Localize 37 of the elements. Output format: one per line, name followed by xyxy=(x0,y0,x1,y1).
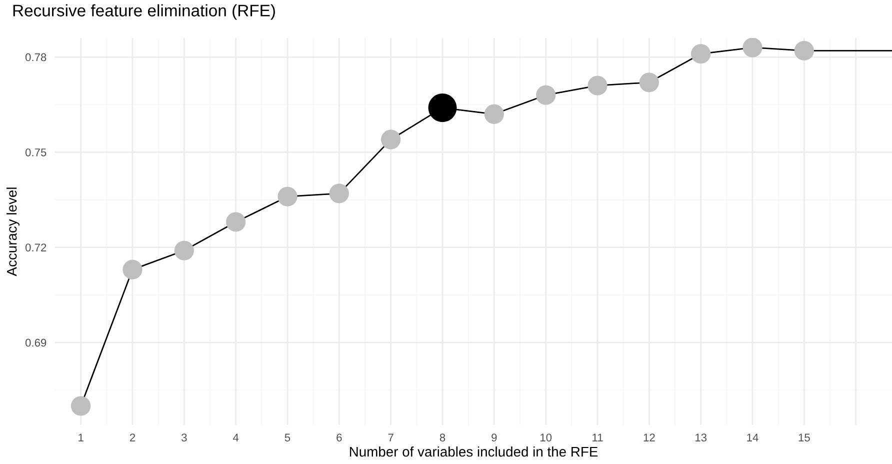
x-tick-label: 5 xyxy=(284,434,290,442)
point xyxy=(428,94,457,122)
x-tick-label: 13 xyxy=(696,434,707,442)
x-tick-label: 3 xyxy=(182,434,187,442)
y-tick-label: 0.72 xyxy=(25,244,46,252)
x-tick-label: 15 xyxy=(798,434,810,442)
point xyxy=(536,85,556,105)
x-tick-label: 10 xyxy=(540,434,552,442)
x-tick-label: 7 xyxy=(388,434,394,442)
point xyxy=(742,38,762,58)
x-tick-label: 8 xyxy=(440,434,446,442)
x-tick-label: 12 xyxy=(644,434,655,442)
point xyxy=(122,260,142,280)
y-axis-title: Accuracy level xyxy=(6,188,20,276)
y-tick-label: 0.78 xyxy=(25,53,46,62)
point xyxy=(588,76,608,96)
point xyxy=(691,44,711,64)
point xyxy=(329,184,349,204)
x-tick-label: 6 xyxy=(336,434,342,442)
x-tick-label: 1 xyxy=(78,434,84,442)
x-tick-label: 4 xyxy=(233,434,239,442)
x-tick-label: 2 xyxy=(130,434,136,442)
point xyxy=(484,104,504,124)
x-axis-title: Number of variables included in the RFE xyxy=(350,446,598,457)
y-tick-label: 0.75 xyxy=(25,148,46,156)
point xyxy=(226,212,246,232)
chart-title: Recursive feature elimination (RFE) xyxy=(13,4,275,20)
x-tick-label: 9 xyxy=(492,434,497,442)
x-tick-label: 11 xyxy=(592,434,603,442)
point xyxy=(794,40,814,61)
point xyxy=(381,130,401,150)
point xyxy=(639,72,659,92)
point xyxy=(71,396,91,416)
y-tick-label: 0.69 xyxy=(25,338,46,347)
point xyxy=(174,240,194,260)
point xyxy=(278,186,298,206)
x-tick-label: 14 xyxy=(747,434,758,442)
